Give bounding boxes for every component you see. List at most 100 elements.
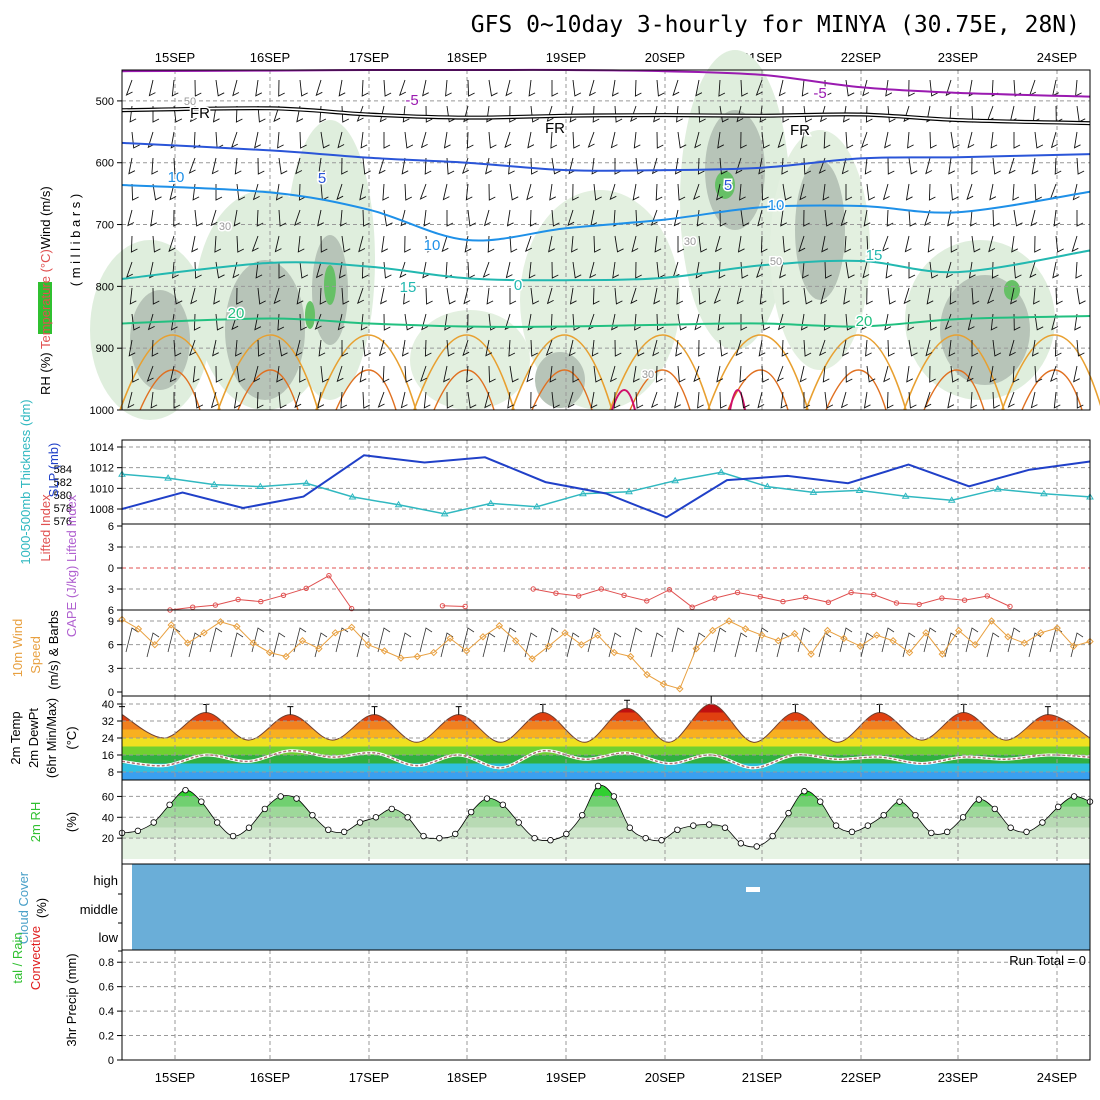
- wind10-point-34: [676, 685, 684, 693]
- li-line-seg-1: [442, 605, 466, 607]
- top-date-label-8: 23SEP: [938, 50, 978, 65]
- rh-point-10: [277, 793, 284, 800]
- upper-wind-barb-577: [1053, 209, 1061, 227]
- bottom-date-label-8: 23SEP: [938, 1070, 978, 1085]
- temp-ytick-label-4: 40: [102, 699, 114, 711]
- thickness-point-14: [763, 482, 772, 490]
- isotherm-line-4: [121, 249, 1091, 282]
- upper-wind-barb-582: [1054, 339, 1062, 357]
- upper-wind-barb-39: [194, 79, 202, 97]
- upper-wind-barb-179: [401, 339, 409, 357]
- rh-point-42: [785, 809, 792, 817]
- upper-wind-barb-350: [674, 391, 681, 409]
- wind10-barb-34: [839, 627, 853, 653]
- upper-wind-barb-381: [739, 183, 746, 201]
- upper-wind-barb-50: [192, 365, 200, 383]
- upper-wind-barb-191: [421, 313, 429, 331]
- thickness-point-17: [901, 492, 910, 499]
- rh-point-45: [832, 822, 840, 829]
- upper-wind-barb-331: [654, 235, 662, 253]
- li-point-26: [757, 594, 763, 600]
- upper-wind-barb-551: [1013, 209, 1023, 227]
- wind10-barb-12: [377, 627, 391, 653]
- upper-wind-barb-128: [320, 365, 329, 383]
- wind10-point-30: [610, 648, 618, 657]
- upper-wind-barb-479: [883, 365, 891, 383]
- cloud-level-low: low: [98, 930, 118, 945]
- wind10-barb-31: [776, 632, 790, 658]
- upper-air-ytick-label-4: 900: [96, 343, 114, 355]
- li-line-seg-2: [533, 588, 1011, 608]
- upper-wind-barb-341: [674, 157, 682, 175]
- upper-wind-barb-468: [885, 79, 893, 97]
- upper-wind-barb-392: [761, 131, 770, 149]
- wind10-point-49: [922, 629, 930, 637]
- upper-wind-barb-130: [338, 79, 346, 97]
- upper-wind-barb-106: [299, 131, 307, 149]
- hot-contour-7: [825, 369, 887, 411]
- upper-wind-barb-29: [173, 157, 182, 175]
- upper-wind-barb-440: [822, 365, 830, 383]
- upper-wind-barb-205: [446, 339, 455, 357]
- li-point-13: [462, 603, 468, 610]
- upper-wind-barb-6: [130, 235, 138, 253]
- upper-wind-barb-164: [380, 287, 387, 305]
- upper-wind-barb-165: [383, 313, 391, 331]
- contour-label-8: 10: [424, 237, 441, 254]
- upper-wind-barb-499: [924, 209, 932, 226]
- wind10-point-35: [692, 644, 700, 653]
- contour-label-18: 30: [642, 369, 654, 381]
- upper-wind-barb-176: [399, 261, 407, 279]
- rh-point-28: [563, 830, 570, 838]
- thickness-point-9: [532, 502, 541, 510]
- upper-wind-barb-51: [194, 391, 204, 409]
- rh-point-41: [769, 832, 776, 840]
- cape-ylabel: CAPE (J/kg) Lifted Index: [64, 494, 79, 637]
- upper-wind-barb-124: [315, 261, 323, 279]
- upper-wind-barb-363: [697, 391, 704, 409]
- upper-wind-barb-9: [131, 313, 141, 331]
- wind10-point-33: [659, 680, 668, 688]
- wind10-barb-33: [818, 632, 832, 658]
- upper-wind-barb-208: [467, 79, 475, 97]
- upper-wind-barb-359: [698, 287, 707, 305]
- upper-wind-barb-476: [887, 287, 896, 305]
- upper-air-ytick-label-5: 1000: [90, 405, 114, 417]
- upper-wind-barb-494: [929, 79, 938, 97]
- contour-label-14: 20: [856, 313, 873, 330]
- precip-ytick-label-0: 0: [108, 1055, 114, 1067]
- contour-label-13: 20: [228, 305, 245, 322]
- upper-wind-barb-565: [1034, 235, 1041, 253]
- upper-wind-barb-216: [463, 287, 471, 305]
- upper-wind-barb-519: [947, 391, 955, 409]
- wind10-point-47: [889, 637, 897, 645]
- upper-wind-barb-275: [572, 131, 581, 149]
- rh-point-18: [404, 814, 411, 821]
- wind10-point-5: [200, 629, 208, 637]
- upper-wind-barb-447: [840, 209, 848, 227]
- thickness-ytick-1: 578: [54, 503, 72, 515]
- temp-ylabel-b: 2m DewPt: [26, 708, 41, 768]
- temp-minmax-8: [455, 706, 462, 715]
- upper-wind-barb-557: [1012, 365, 1020, 383]
- wind10-barb-28: [713, 627, 727, 653]
- upper-wind-barb-76: [236, 365, 246, 383]
- top-date-label-3: 18SEP: [447, 50, 487, 65]
- upper-wind-barb-411: [782, 287, 790, 305]
- upper-wind-barb-196: [446, 105, 456, 123]
- upper-wind-barb-271: [549, 365, 557, 383]
- upper-wind-barb-13: [148, 79, 156, 97]
- rh-point-11: [293, 795, 300, 802]
- temp-band-2: [122, 755, 1090, 764]
- upper-wind-barb-170: [402, 105, 410, 123]
- upper-wind-barb-255: [530, 287, 540, 305]
- thickness-point-8: [486, 499, 495, 506]
- upper-wind-barb-55: [211, 157, 219, 175]
- wind10-barb-43: [1028, 632, 1042, 658]
- bottom-date-label-6: 21SEP: [742, 1070, 782, 1085]
- upper-wind-barb-342: [677, 183, 686, 201]
- upper-wind-barb-544: [989, 365, 997, 383]
- upper-wind-barb-82: [252, 183, 260, 201]
- upper-wind-barb-123: [320, 235, 328, 253]
- wind10-point-53: [987, 617, 996, 625]
